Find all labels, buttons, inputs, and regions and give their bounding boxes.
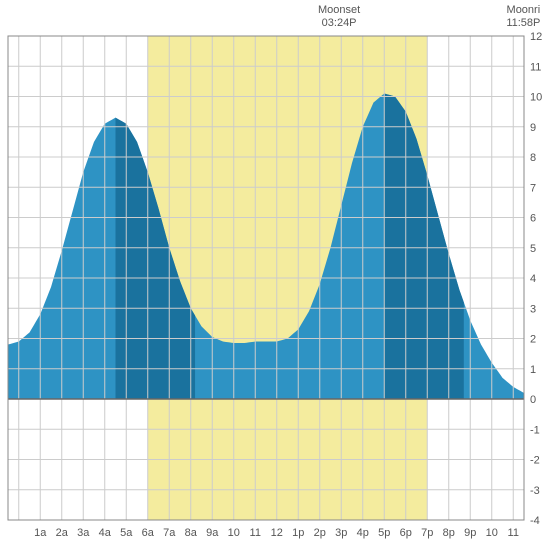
- x-tick-label: 5p: [378, 527, 390, 539]
- x-tick-label: 5a: [120, 527, 133, 539]
- y-tick-label: 8: [530, 152, 536, 164]
- x-tick-label: 3p: [335, 527, 347, 539]
- y-tick-label: -2: [530, 455, 540, 467]
- y-tick-label: 11: [530, 61, 541, 73]
- tide-chart: -4-3-2-101234567891011121a2a3a4a5a6a7a8a…: [0, 0, 550, 550]
- x-tick-label: 1p: [292, 527, 304, 539]
- x-tick-label: 8a: [185, 527, 198, 539]
- x-tick-label: 11: [508, 527, 519, 539]
- y-tick-label: 6: [530, 213, 536, 225]
- x-tick-label: 2p: [314, 527, 326, 539]
- y-tick-label: -4: [530, 515, 540, 527]
- y-tick-label: 4: [530, 273, 536, 285]
- y-tick-label: 2: [530, 334, 536, 346]
- y-tick-label: 10: [530, 92, 542, 104]
- y-tick-label: 9: [530, 122, 536, 134]
- y-tick-label: -1: [530, 424, 540, 436]
- y-tick-label: -3: [530, 485, 540, 497]
- x-tick-label: 4p: [357, 527, 369, 539]
- x-tick-label: 3a: [77, 527, 90, 539]
- x-tick-label: 12: [271, 527, 283, 539]
- x-tick-label: 9p: [464, 527, 476, 539]
- x-tick-label: 10: [486, 527, 498, 539]
- x-tick-label: 10: [228, 527, 240, 539]
- y-tick-label: 12: [530, 31, 542, 43]
- x-tick-label: 7p: [421, 527, 433, 539]
- chart-svg: -4-3-2-101234567891011121a2a3a4a5a6a7a8a…: [0, 0, 550, 550]
- y-tick-label: 0: [530, 394, 536, 406]
- x-tick-label: 7a: [163, 527, 176, 539]
- x-tick-label: 4a: [99, 527, 112, 539]
- x-tick-label: 6p: [400, 527, 412, 539]
- x-tick-label: 6a: [142, 527, 155, 539]
- y-tick-label: 7: [530, 182, 536, 194]
- x-tick-label: 8p: [443, 527, 455, 539]
- y-tick-label: 3: [530, 303, 536, 315]
- y-tick-label: 1: [530, 364, 536, 376]
- y-tick-label: 5: [530, 243, 536, 255]
- x-tick-label: 1a: [34, 527, 47, 539]
- x-tick-label: 9a: [206, 527, 219, 539]
- x-tick-label: 11: [250, 527, 261, 539]
- x-tick-label: 2a: [56, 527, 69, 539]
